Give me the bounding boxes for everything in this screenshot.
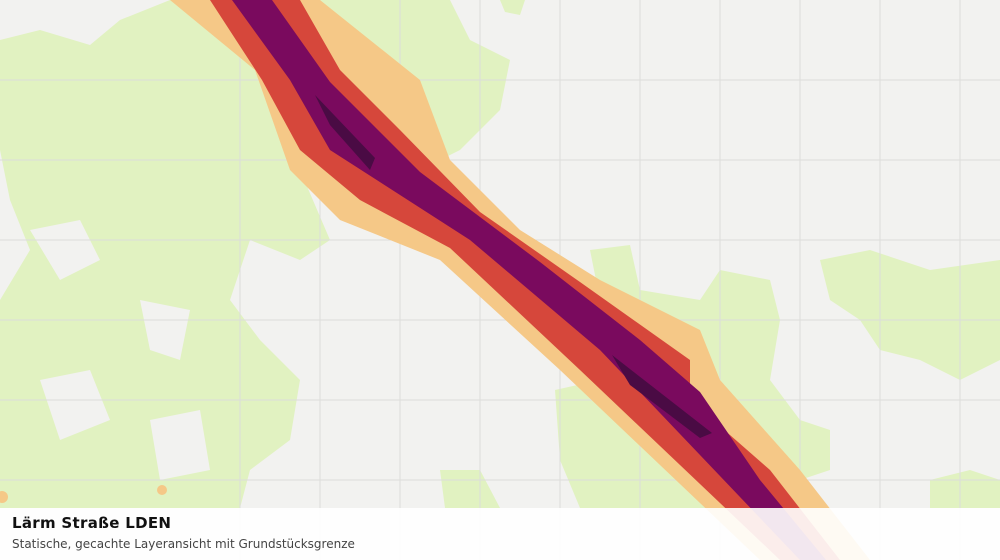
- gaps: [30, 220, 210, 480]
- noise-band-peak: [315, 95, 375, 170]
- peak-spot: [157, 485, 167, 495]
- layer-caption: Lärm Straße LDEN Statische, gecachte Lay…: [0, 508, 1000, 560]
- noise-band-peak: [612, 355, 712, 438]
- peak-spot: [0, 491, 8, 503]
- layer-title: Lärm Straße LDEN: [12, 514, 172, 532]
- layer-subtitle: Statische, gecachte Layeransicht mit Gru…: [12, 537, 355, 551]
